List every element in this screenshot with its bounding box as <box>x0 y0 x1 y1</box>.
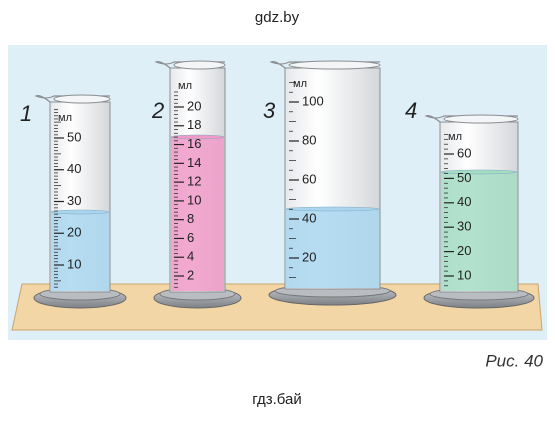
scale-label: 100 <box>302 93 324 108</box>
scale-label: 50 <box>67 129 81 144</box>
liquid-surface <box>50 209 110 215</box>
scale-label: 20 <box>67 225 81 240</box>
cylinder-number: 2 <box>151 98 164 123</box>
scale-label: 16 <box>187 136 201 151</box>
scale-label: 30 <box>67 193 81 208</box>
scale-label: 10 <box>187 192 201 207</box>
rim-spout <box>424 115 518 123</box>
unit-label: мл <box>293 78 307 90</box>
scale-label: 40 <box>457 194 471 209</box>
liquid <box>441 172 517 291</box>
caption: Рис. 40 <box>485 351 543 370</box>
scale-label: 30 <box>457 219 471 234</box>
footer: гдз.бай <box>252 391 302 408</box>
scale-label: 8 <box>187 211 194 226</box>
liquid <box>171 137 224 291</box>
scale-label: 6 <box>187 230 194 245</box>
scale-label: 60 <box>457 145 471 160</box>
rim-spout <box>34 95 110 103</box>
scale-label: 20 <box>187 98 201 113</box>
scale-label: 14 <box>187 155 201 170</box>
scale-label: 80 <box>302 132 316 147</box>
scale-label: 60 <box>302 171 316 186</box>
unit-label: мл <box>448 131 462 143</box>
scale-label: 40 <box>67 161 81 176</box>
scale-label: 2 <box>187 267 194 282</box>
rim-spout <box>269 61 380 69</box>
unit-label: мл <box>178 80 192 92</box>
cylinders: 1 мл 50 40 30 20 10 2 мл 20 18 16 14 12 10 8 6 4 2 3 мл 100 80… <box>20 60 535 309</box>
header: gdz.by <box>255 9 300 26</box>
scale-label: 18 <box>187 117 201 132</box>
cylinder-number: 1 <box>20 101 32 126</box>
scale-label: 20 <box>302 249 316 264</box>
rim <box>53 94 111 104</box>
liquid-surface <box>285 206 380 212</box>
liquid <box>51 212 109 291</box>
unit-label: мл <box>58 112 72 124</box>
liquid-surface <box>170 134 225 140</box>
scale-label: 40 <box>302 210 316 225</box>
cylinder-number: 3 <box>263 98 276 123</box>
scale-label: 50 <box>457 170 471 185</box>
scale-label: 4 <box>187 249 194 264</box>
scale-label: 10 <box>67 256 81 271</box>
liquid <box>286 209 379 288</box>
rim <box>173 60 226 70</box>
scale-label: 12 <box>187 174 201 189</box>
rim-spout <box>154 61 225 69</box>
rim <box>288 60 381 70</box>
scale-label: 20 <box>457 243 471 258</box>
liquid-surface <box>440 169 518 175</box>
cylinder-number: 4 <box>405 98 417 123</box>
scale-label: 10 <box>457 267 471 282</box>
rim <box>443 114 519 124</box>
